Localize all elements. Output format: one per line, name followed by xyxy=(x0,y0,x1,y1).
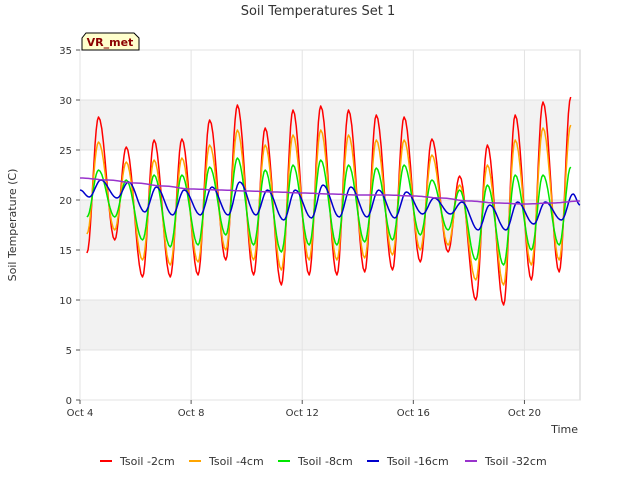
series-line-tsoil-16cm xyxy=(79,179,581,231)
chart-title: Soil Temperatures Set 1 xyxy=(241,4,396,19)
x-tick-label: Oct 8 xyxy=(178,408,205,419)
legend-label-tsoil-2cm: Tsoil -2cm xyxy=(119,455,175,468)
y-axis-ticks: 0 5 10 15 20 25 30 35 xyxy=(59,46,80,407)
station-badge: VR_met xyxy=(81,32,140,51)
y-tick-label: 35 xyxy=(59,46,72,57)
station-badge-box xyxy=(81,32,140,51)
y-tick-label: 30 xyxy=(59,96,72,107)
legend-label-tsoil-32cm: Tsoil -32cm xyxy=(484,455,547,468)
plot-background-bands xyxy=(80,50,580,400)
y-tick-label: 15 xyxy=(59,246,72,257)
x-tick-label: Oct 4 xyxy=(67,408,94,419)
y-tick-label: 10 xyxy=(59,296,72,307)
station-badge-label: VR_met xyxy=(87,36,134,49)
plot-band xyxy=(80,300,580,350)
legend-label-tsoil-16cm: Tsoil -16cm xyxy=(386,455,449,468)
legend: Tsoil -2cm Tsoil -4cm Tsoil -8cm Tsoil -16c… xyxy=(100,455,547,468)
y-tick-label: 20 xyxy=(59,196,72,207)
series-line-tsoil-8cm xyxy=(86,157,572,266)
legend-label-tsoil-4cm: Tsoil -4cm xyxy=(208,455,264,468)
legend-label-tsoil-8cm: Tsoil -8cm xyxy=(297,455,353,468)
x-axis-label: Time xyxy=(550,423,578,436)
y-tick-label: 0 xyxy=(66,396,72,407)
y-axis-label: Soil Temperature (C) xyxy=(6,169,19,282)
series-lines xyxy=(79,96,581,306)
x-tick-label: Oct 20 xyxy=(508,408,541,419)
y-tick-label: 25 xyxy=(59,146,72,157)
x-axis-ticks: Oct 4 Oct 8 Oct 12 Oct 16 Oct 20 xyxy=(67,400,541,419)
series-line-tsoil-32cm xyxy=(80,177,580,205)
x-tick-label: Oct 12 xyxy=(286,408,319,419)
x-tick-label: Oct 16 xyxy=(397,408,430,419)
plot-band xyxy=(80,100,580,150)
y-tick-label: 5 xyxy=(66,346,72,357)
